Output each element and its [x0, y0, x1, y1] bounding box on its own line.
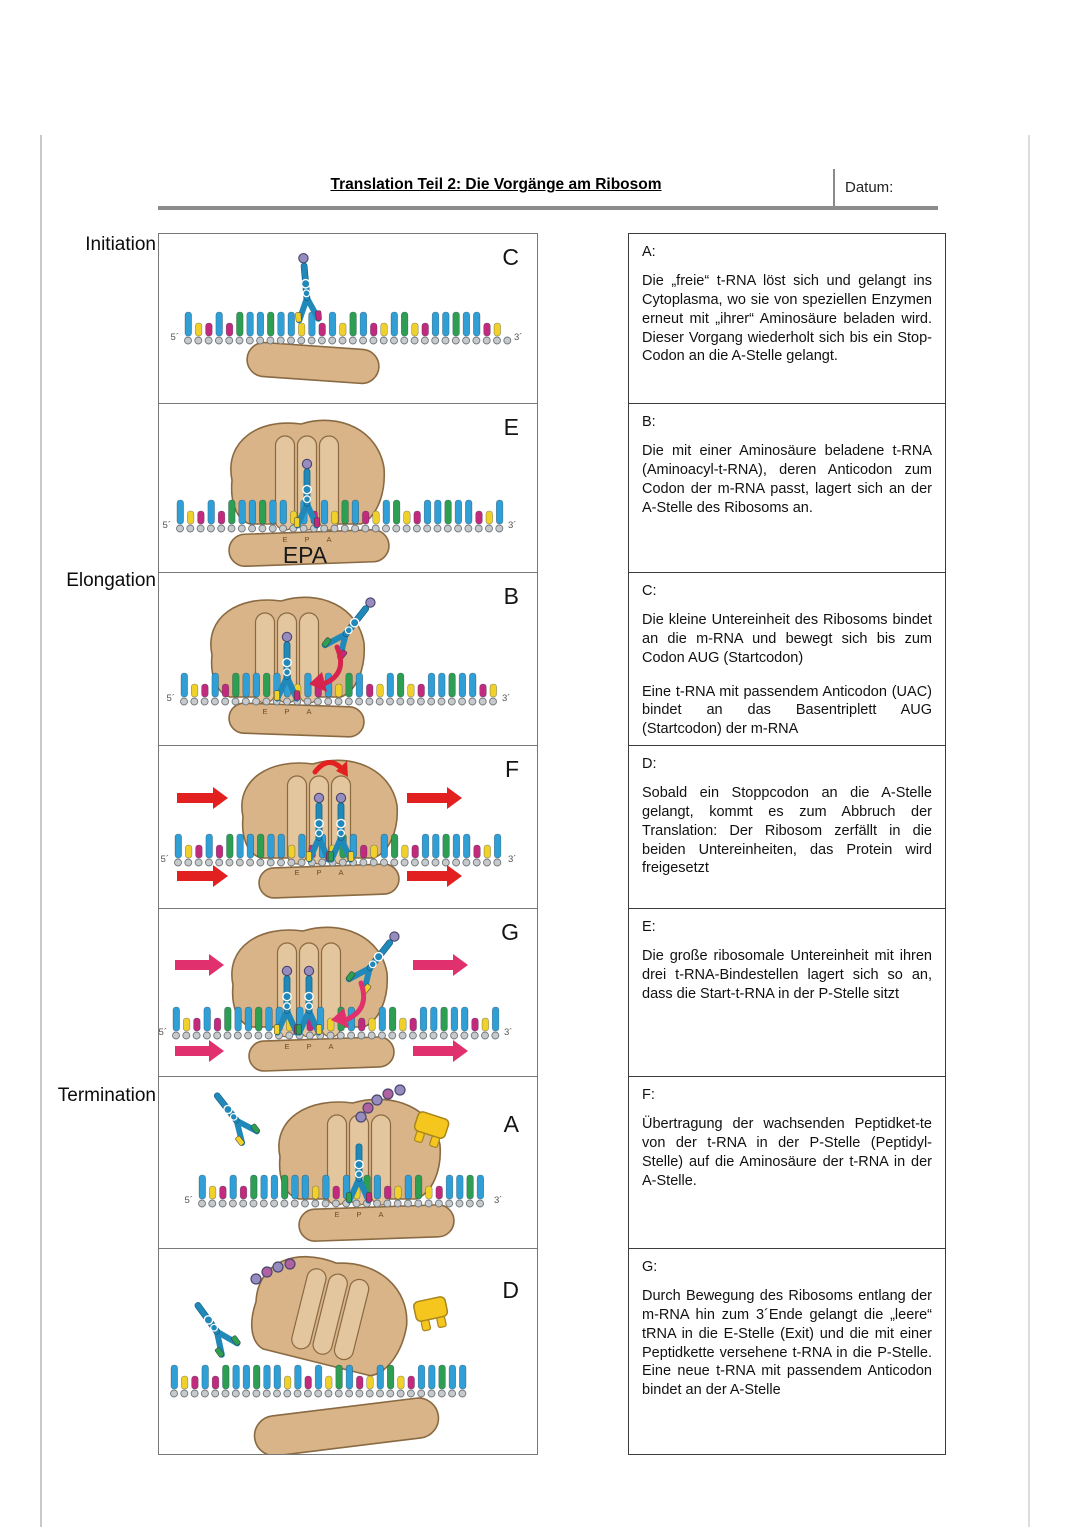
svg-text:5´: 5´ — [163, 520, 171, 531]
svg-text:3´: 3´ — [508, 520, 516, 531]
diagram-panel-c: 5´ 3´ C — [158, 233, 538, 404]
answer-box-e: E: Die große ribosomale Untereinheit mit… — [628, 908, 946, 1077]
svg-text:3´: 3´ — [508, 854, 516, 865]
ribosome-diagram-termination-1: 5´ 3´ E P A — [185, 1084, 502, 1242]
box-paragraph: Die große ribosomale Untereinheit mit ih… — [642, 948, 932, 1002]
svg-text:P: P — [306, 1042, 311, 1051]
panel-letter: B — [503, 583, 519, 609]
panel-letter: D — [502, 1277, 519, 1303]
box-paragraph: Die „freie“ t-RNA löst sich und gelangt … — [642, 273, 932, 365]
svg-text:E: E — [262, 707, 267, 716]
page-border-left — [40, 135, 42, 1527]
stage-label-initiation: Initiation — [85, 234, 156, 255]
page-title: Translation Teil 2: Die Vorgänge am Ribo… — [330, 176, 662, 193]
svg-text:5´: 5´ — [167, 693, 175, 704]
panel-letter: F — [504, 756, 519, 782]
stage-label-termination: Termination — [57, 1085, 156, 1106]
diagram-panel-d: D — [158, 1248, 538, 1455]
answer-box-b: B: Die mit einer Aminosäure beladene t-R… — [628, 403, 946, 573]
svg-text:P: P — [316, 868, 321, 877]
datum-divider — [833, 169, 835, 207]
answer-box-c: C: Die kleine Untereinheit des Ribosoms … — [628, 572, 946, 746]
svg-text:P: P — [356, 1210, 361, 1219]
answer-box-a: A: Die „freie“ t-RNA löst sich und gelan… — [628, 233, 946, 404]
diagram-panel-e: 5´ 3´ E P A EPA E — [158, 403, 538, 573]
box-heading: G: — [642, 1259, 658, 1275]
box-heading: D: — [642, 756, 657, 772]
panel-letter: G — [501, 919, 519, 945]
ribosome-diagram-elongation-2: 5´ 3´ E P A — [161, 759, 516, 899]
svg-text:A: A — [378, 1210, 383, 1219]
box-heading: A: — [642, 244, 656, 260]
ribosome-diagram-elongation-1: 5´ 3´ E P A — [167, 596, 510, 738]
diagram-panel-g: 5´ 3´ E P A G — [158, 908, 538, 1077]
svg-text:3´: 3´ — [514, 332, 522, 343]
svg-text:E: E — [284, 1042, 289, 1051]
svg-text:A: A — [326, 535, 331, 544]
svg-text:E: E — [294, 868, 299, 877]
svg-text:P: P — [304, 535, 309, 544]
svg-text:P: P — [284, 707, 289, 716]
box-heading: E: — [642, 919, 656, 935]
diagram-panel-f: 5´ 3´ E P A F — [158, 745, 538, 909]
page-border-right — [1028, 135, 1030, 1527]
answer-box-f: F: Übertragung der wachsenden Peptidket-… — [628, 1076, 946, 1249]
box-paragraph: Die kleine Untereinheit des Ribosoms bin… — [642, 612, 932, 666]
box-heading: B: — [642, 414, 656, 430]
datum-label: Datum: — [845, 179, 894, 196]
svg-text:3´: 3´ — [494, 1195, 502, 1206]
svg-text:5´: 5´ — [161, 854, 169, 865]
box-heading: C: — [642, 583, 657, 599]
svg-text:5´: 5´ — [171, 332, 179, 343]
panel-letter: C — [502, 244, 519, 270]
svg-text:E: E — [334, 1210, 339, 1219]
panel-letter: E — [503, 414, 519, 440]
svg-text:5´: 5´ — [185, 1195, 193, 1206]
box-paragraph: Durch Bewegung des Ribosoms entlang der … — [642, 1288, 932, 1399]
panel-letter: A — [503, 1111, 519, 1137]
box-paragraph: Die mit einer Aminosäure beladene t-RNA … — [642, 443, 932, 516]
svg-text:3´: 3´ — [502, 693, 510, 704]
svg-text:E: E — [282, 535, 287, 544]
svg-text:EPA: EPA — [283, 542, 328, 568]
svg-text:A: A — [338, 868, 343, 877]
box-paragraph: Übertragung der wachsenden Peptidket-te … — [642, 1116, 932, 1189]
answer-box-d: D: Sobald ein Stoppcodon an die A-Stelle… — [628, 745, 946, 909]
diagram-panel-b: 5´ 3´ E P A B — [158, 572, 538, 746]
stage-label-elongation: Elongation — [66, 570, 156, 591]
ribosome-diagram-termination-2 — [170, 1255, 467, 1454]
svg-text:A: A — [328, 1042, 333, 1051]
answer-box-g: G: Durch Bewegung des Ribosoms entlang d… — [628, 1248, 946, 1455]
svg-text:3´: 3´ — [504, 1027, 512, 1038]
ribosome-diagram-elongation-3: 5´ 3´ E P A — [159, 926, 512, 1072]
svg-text:5´: 5´ — [159, 1027, 167, 1038]
svg-text:A: A — [306, 707, 311, 716]
box-paragraph: Sobald ein Stoppcodon an die A-Stelle ge… — [642, 785, 932, 877]
diagram-panel-a: 5´ 3´ E P A A — [158, 1076, 538, 1249]
box-paragraph: Eine t-RNA mit passendem Anticodon (UAC)… — [642, 683, 932, 738]
ribosome-diagram-initiation-1: 5´ 3´ — [171, 253, 522, 385]
box-heading: F: — [642, 1087, 655, 1103]
title-rule — [158, 206, 938, 210]
